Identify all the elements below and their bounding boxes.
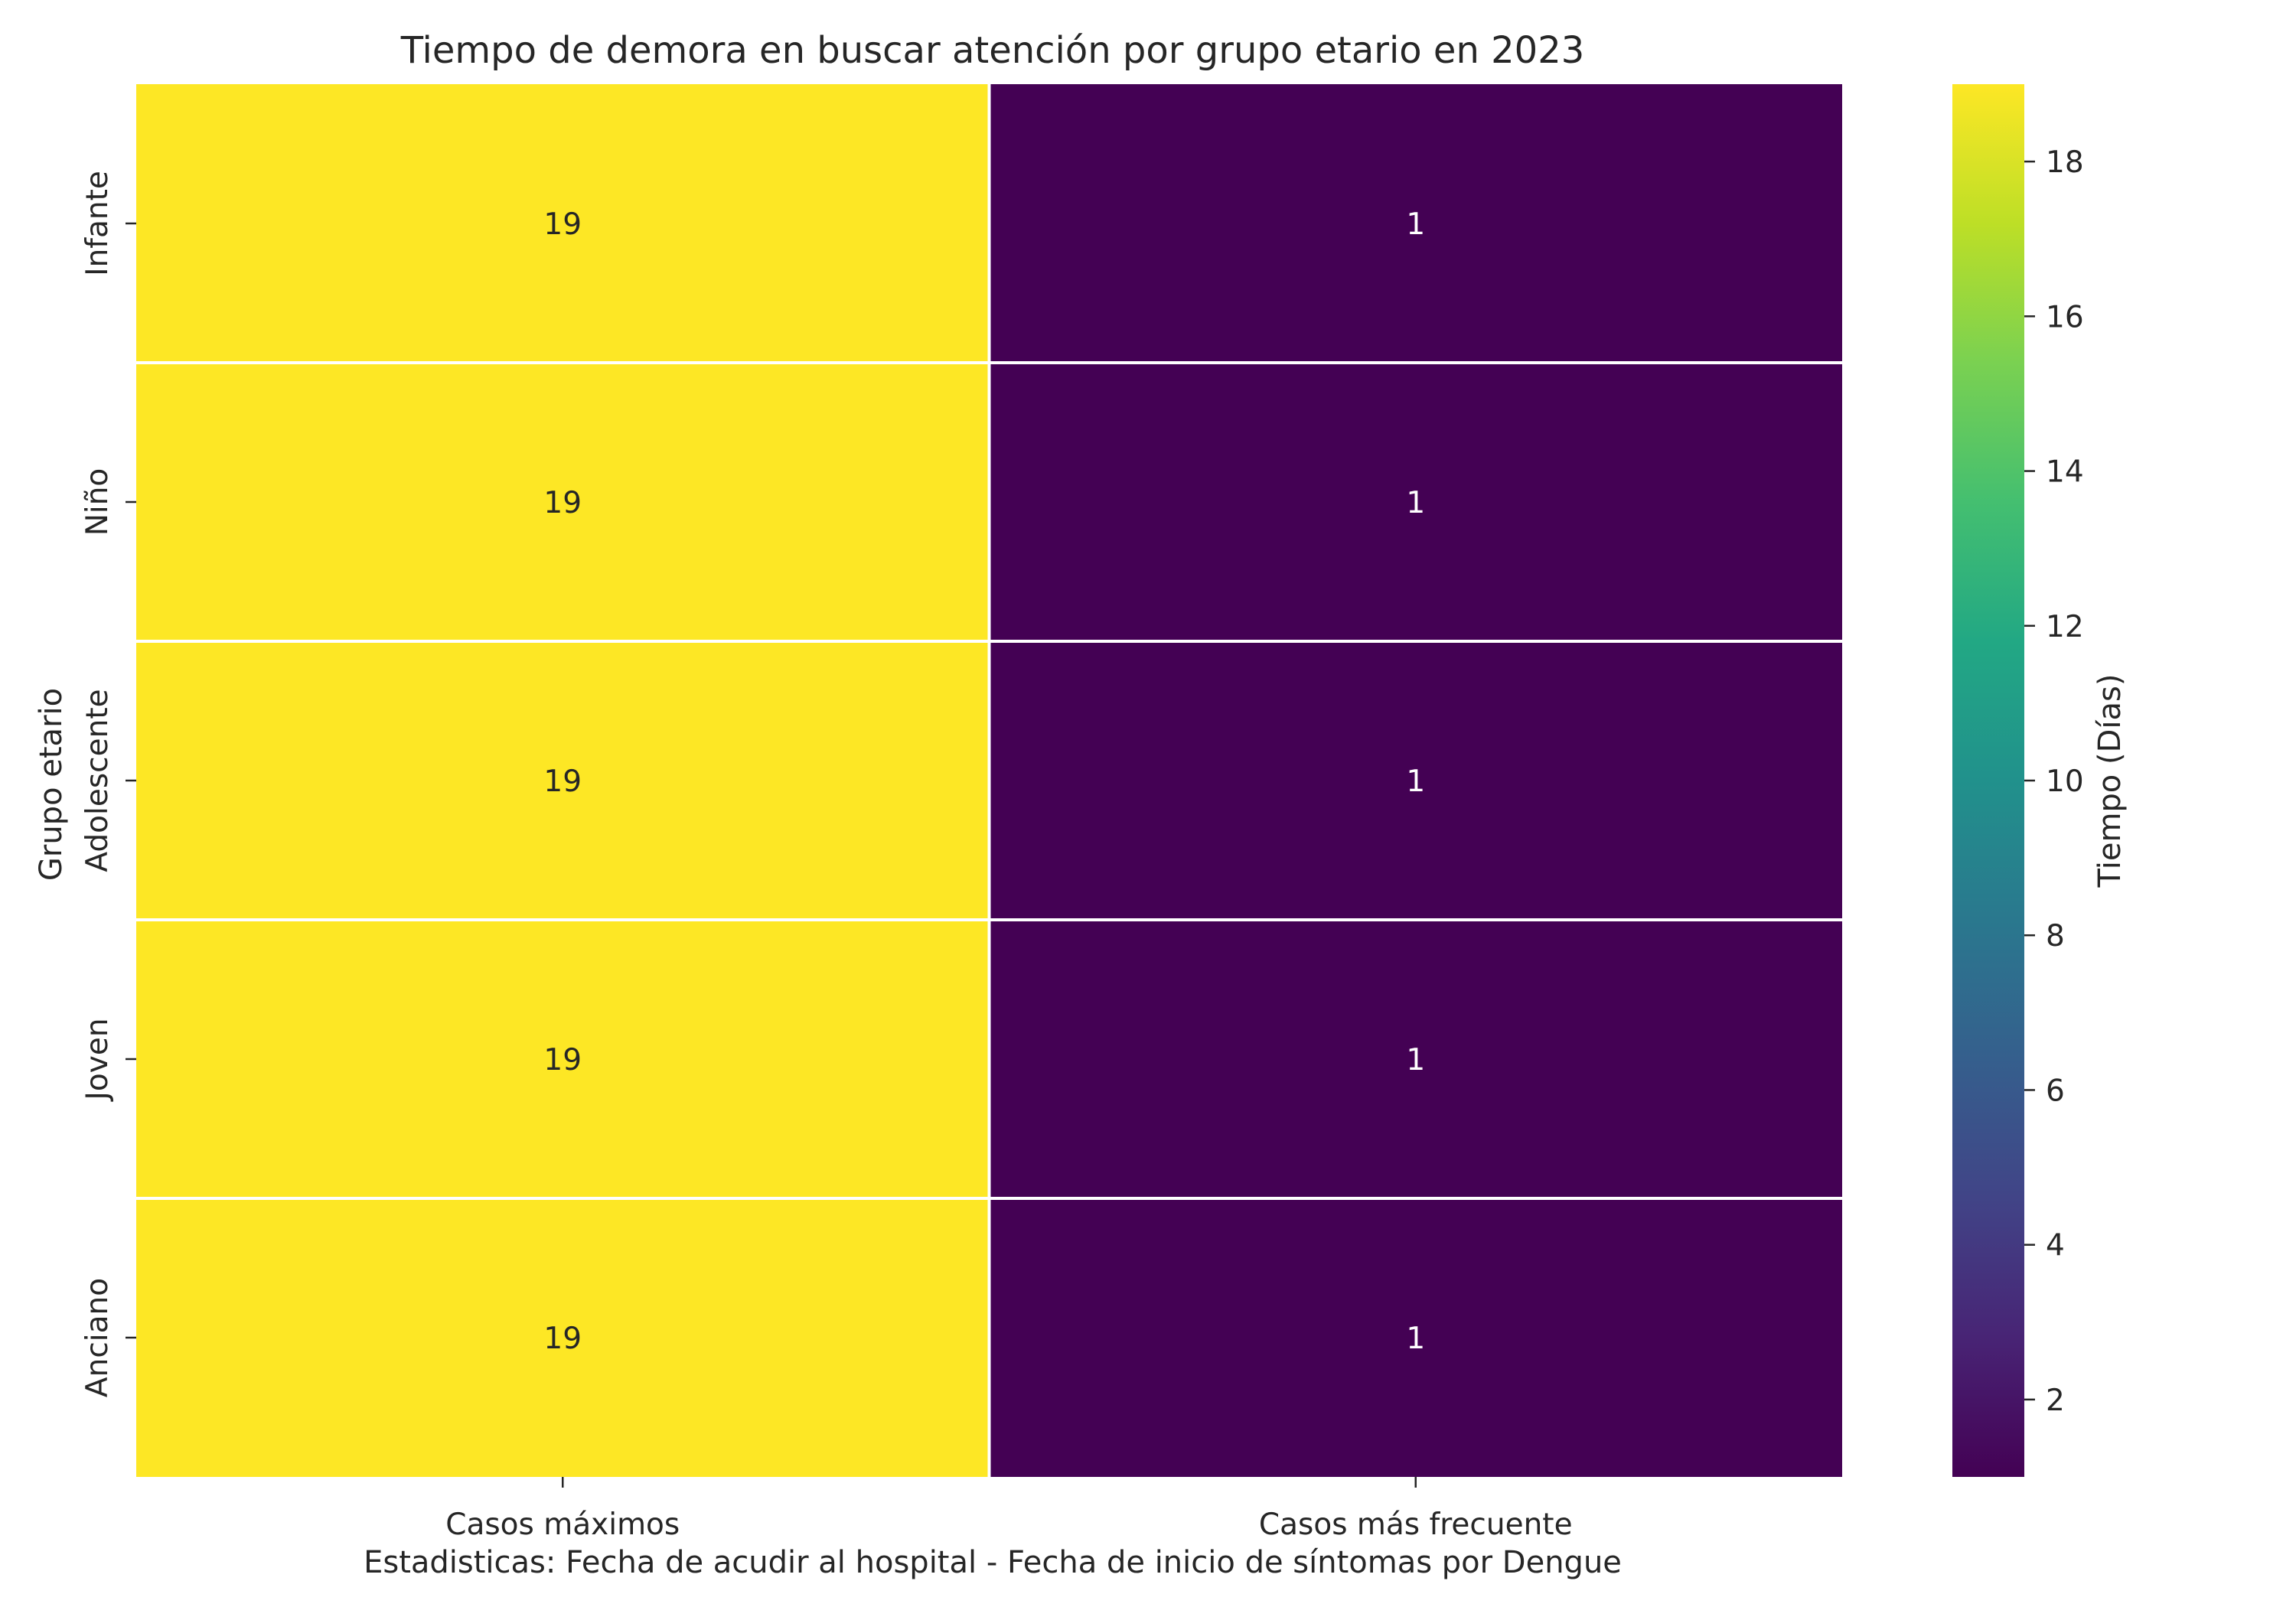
- y-tick-label: Infante: [80, 171, 115, 276]
- colorbar-tick-label: 12: [2046, 610, 2084, 644]
- colorbar-gradient: [1952, 84, 2024, 1477]
- colorbar-ticks: 2 4 6 8 10 12 14 16 18: [2024, 145, 2084, 1418]
- cell-value-label: 1: [1406, 764, 1425, 799]
- heatmap-cell: [989, 920, 1842, 1198]
- heatmap-cell: [136, 1198, 990, 1477]
- colorbar-tick-label: 18: [2046, 145, 2084, 180]
- heatmap-cells: 19 1 19 1 19 1 19 1 19 1: [136, 84, 1842, 1477]
- x-tick-label: Casos más frecuente: [1259, 1508, 1573, 1542]
- y-axis: Infante Niño Adolescente Joven Anciano: [80, 171, 136, 1397]
- heatmap-cell: [989, 641, 1842, 920]
- x-axis: Casos máximos Casos más frecuente: [445, 1477, 1573, 1542]
- heatmap-cell: [136, 84, 990, 363]
- cell-value-label: 1: [1406, 1043, 1425, 1077]
- cell-value-label: 19: [543, 486, 582, 520]
- x-tick-label: Casos máximos: [445, 1508, 680, 1542]
- heatmap-cell: [989, 1198, 1842, 1477]
- heatmap-cell: [136, 641, 990, 920]
- heatmap-cell: [989, 84, 1842, 363]
- cell-value-label: 1: [1406, 207, 1425, 242]
- colorbar-tick-label: 10: [2046, 764, 2084, 799]
- heatmap-cell: [136, 920, 990, 1198]
- y-tick-label: Joven: [80, 1018, 115, 1102]
- y-tick-label: Adolescente: [80, 689, 115, 872]
- colorbar-tick-label: 16: [2046, 300, 2084, 334]
- cell-value-label: 19: [543, 1322, 582, 1356]
- colorbar-tick-label: 14: [2046, 455, 2084, 490]
- colorbar-tick-label: 4: [2046, 1229, 2065, 1263]
- x-axis-label: Estadisticas: Fecha de acudir al hospita…: [364, 1545, 1622, 1580]
- cell-value-label: 1: [1406, 486, 1425, 520]
- y-tick-label: Anciano: [80, 1278, 115, 1397]
- cell-value-label: 19: [543, 207, 582, 242]
- heatmap-cell: [136, 363, 990, 641]
- cell-value-label: 1: [1406, 1322, 1425, 1356]
- cell-separators: [136, 84, 1842, 1477]
- colorbar: 2 4 6 8 10 12 14 16 18 Tiempo (Días): [1952, 84, 2128, 1477]
- cell-value-label: 19: [543, 1043, 582, 1077]
- colorbar-tick-label: 6: [2046, 1074, 2065, 1108]
- colorbar-label: Tiempo (Días): [2092, 674, 2128, 888]
- colorbar-tick-label: 2: [2046, 1384, 2065, 1418]
- heatmap-cell: [989, 363, 1842, 641]
- chart-title: Tiempo de demora en buscar atención por …: [400, 29, 1585, 72]
- colorbar-tick-label: 8: [2046, 919, 2065, 953]
- cell-value-label: 19: [543, 764, 582, 799]
- y-axis-label: Grupo etario: [34, 688, 69, 881]
- y-tick-label: Niño: [80, 468, 115, 536]
